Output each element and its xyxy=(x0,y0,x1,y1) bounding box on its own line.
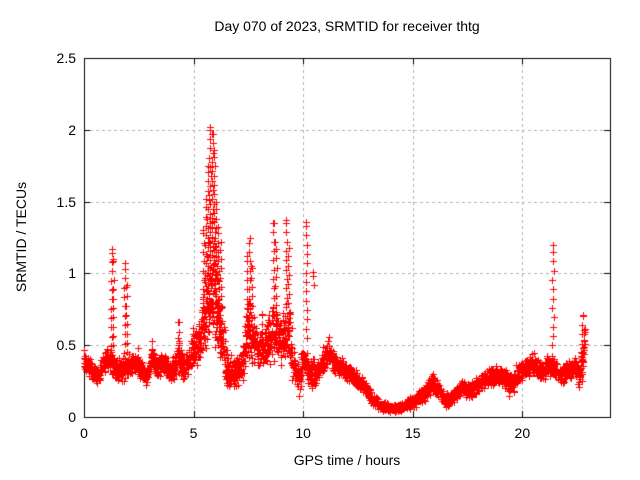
x-tick-label: 15 xyxy=(404,425,421,441)
chart-title: Day 070 of 2023, SRMTID for receiver tht… xyxy=(214,18,480,34)
y-tick-label: 2 xyxy=(68,121,76,138)
y-tick-label: 1 xyxy=(68,265,76,282)
x-tick-label: 5 xyxy=(189,425,198,441)
x-tick-label: 10 xyxy=(295,425,311,441)
y-tick-label: 1.5 xyxy=(56,193,76,210)
y-tick-label: 0.5 xyxy=(56,337,76,354)
x-tick-label: 20 xyxy=(514,425,531,441)
x-tick-label: 0 xyxy=(80,425,88,441)
y-tick-label: 2.5 xyxy=(56,50,76,66)
x-axis-label: GPS time / hours xyxy=(293,452,401,468)
y-tick-label: 0 xyxy=(68,409,76,425)
